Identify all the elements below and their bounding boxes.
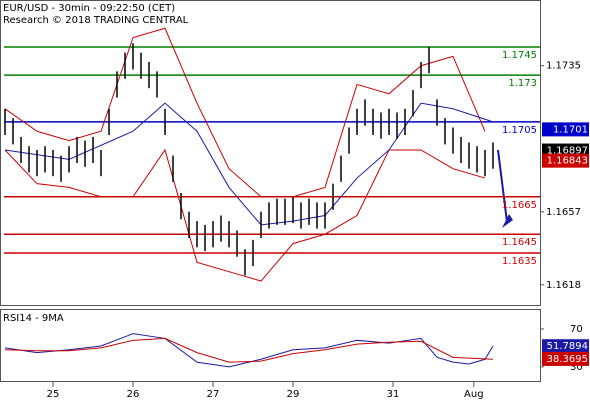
y-tick-label: 30	[570, 362, 583, 373]
level-label: 1.1645	[502, 237, 537, 248]
price-tag-label: 1.16843	[547, 156, 588, 167]
rsi-panel	[0, 309, 541, 382]
y-tick-label: 1.1657	[546, 207, 581, 218]
price-tag-box	[542, 153, 589, 168]
level-label: 1.1635	[502, 256, 537, 267]
x-tick-label: 26	[127, 389, 140, 400]
y-tick-label: 70	[570, 324, 583, 335]
price-panel	[0, 0, 541, 306]
overlay-line	[4, 148, 486, 282]
rsi-line	[4, 333, 494, 368]
price-tag-label: 1.16897	[547, 146, 588, 157]
price-tag-label: 38.3695	[547, 354, 588, 365]
x-tick-label: 31	[387, 389, 400, 400]
level-label: 1.1705	[502, 125, 537, 136]
rsi-line	[4, 337, 494, 363]
x-tick-label: 27	[207, 389, 220, 400]
level-label: 1.1745	[502, 50, 537, 61]
chart-subtitle: Research © 2018 TRADING CENTRAL	[3, 15, 189, 26]
price-tag-box	[542, 122, 589, 137]
level-label: 1.1665	[502, 200, 537, 211]
x-tick-label: 25	[47, 389, 60, 400]
projection-arrow	[497, 149, 508, 223]
price-tag-box	[542, 351, 589, 366]
price-tag-label: 51.7894	[547, 341, 588, 352]
price-tag-box	[542, 339, 589, 354]
y-tick-label: 1.1735	[546, 61, 581, 72]
rsi-title: RSI14 - 9MA	[3, 313, 64, 324]
x-tick-label: 29	[287, 389, 300, 400]
x-tick-label: Aug	[464, 389, 484, 400]
price-tag-label: 1.1701	[553, 124, 588, 135]
chart-title: EUR/USD - 30min - 09:22:50 (CET)	[3, 3, 175, 14]
overlay-line	[4, 27, 486, 198]
arrow-head	[502, 214, 513, 228]
level-label: 1.173	[508, 78, 537, 89]
y-tick-label: 1.1618	[546, 280, 581, 291]
